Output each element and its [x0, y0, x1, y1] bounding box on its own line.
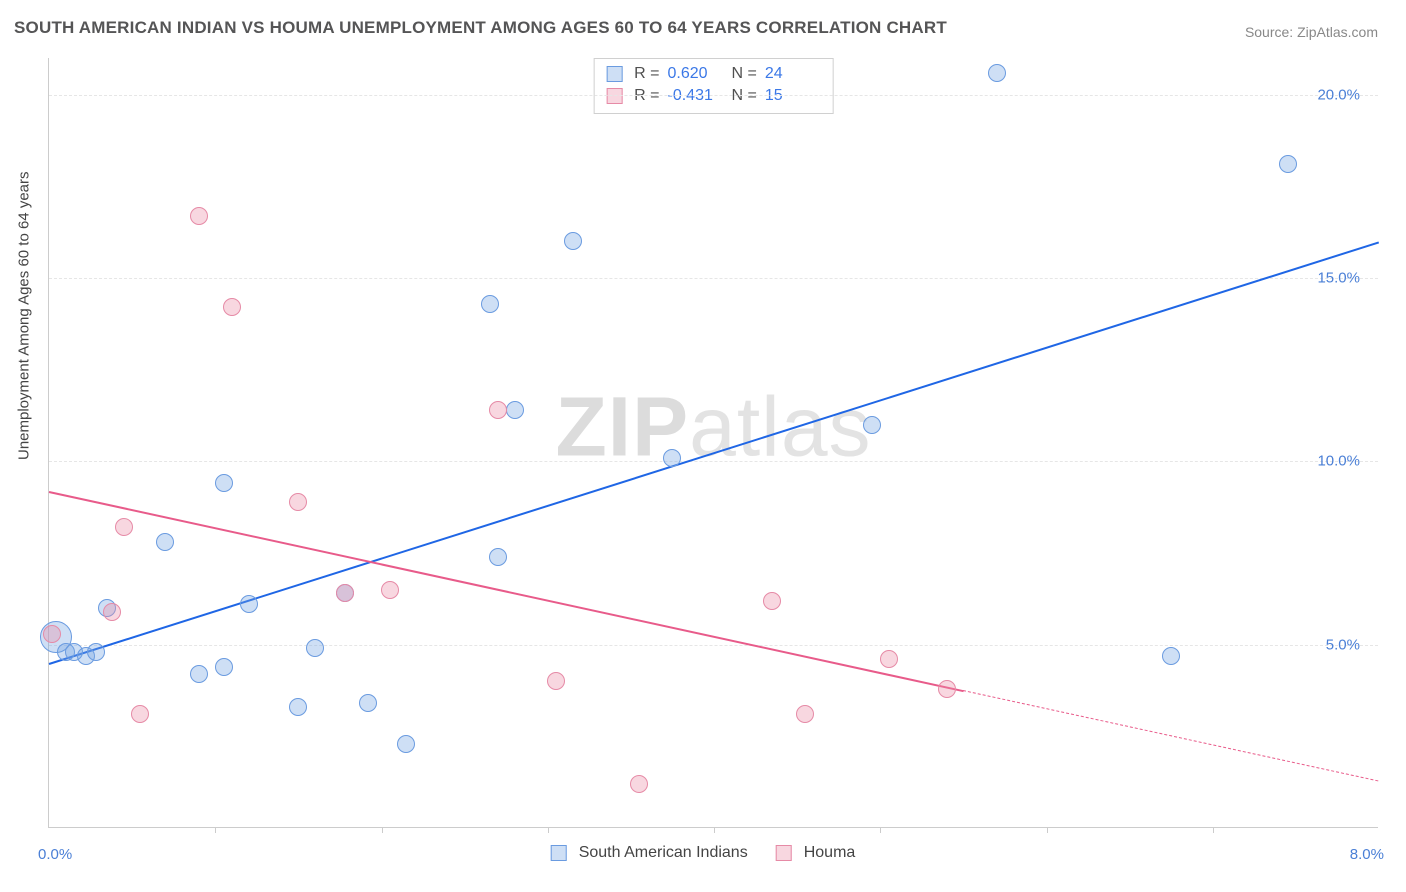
data-point — [506, 401, 524, 419]
legend-swatch — [551, 845, 567, 861]
data-point — [359, 694, 377, 712]
stats-r-value: -0.431 — [668, 87, 724, 105]
stats-r-value: 0.620 — [668, 65, 724, 83]
stats-row: R = 0.620 N = 24 — [606, 63, 821, 85]
data-point — [336, 584, 354, 602]
legend-label: Houma — [804, 844, 856, 862]
y-tick-label: 5.0% — [1326, 636, 1360, 653]
gridline — [49, 645, 1378, 646]
stats-r-label: R = — [634, 65, 659, 83]
data-point — [103, 603, 121, 621]
x-tick — [1213, 827, 1214, 833]
source-attribution: Source: ZipAtlas.com — [1245, 24, 1378, 40]
data-point — [156, 533, 174, 551]
stats-n-label: N = — [732, 65, 757, 83]
data-point — [880, 650, 898, 668]
data-point — [481, 295, 499, 313]
gridline — [49, 278, 1378, 279]
data-point — [547, 672, 565, 690]
legend-swatch — [776, 845, 792, 861]
data-point — [190, 207, 208, 225]
trend-line — [49, 491, 964, 692]
stats-n-value: 24 — [765, 65, 821, 83]
data-point — [763, 592, 781, 610]
data-point — [938, 680, 956, 698]
data-point — [1279, 155, 1297, 173]
chart-title: SOUTH AMERICAN INDIAN VS HOUMA UNEMPLOYM… — [14, 18, 947, 38]
x-tick — [880, 827, 881, 833]
x-axis-max-label: 8.0% — [1350, 846, 1384, 863]
legend: South American Indians Houma — [551, 844, 856, 862]
data-point — [223, 298, 241, 316]
data-point — [397, 735, 415, 753]
data-point — [289, 698, 307, 716]
data-point — [489, 548, 507, 566]
y-axis-label: Unemployment Among Ages 60 to 64 years — [16, 171, 33, 460]
data-point — [215, 658, 233, 676]
plot-area: ZIPatlas R = 0.620N = 24R = -0.431N = 15… — [48, 58, 1378, 828]
legend-item: Houma — [776, 844, 856, 862]
trend-line — [963, 690, 1379, 781]
x-tick — [215, 827, 216, 833]
x-tick — [1047, 827, 1048, 833]
data-point — [988, 64, 1006, 82]
data-point — [564, 232, 582, 250]
source-label: Source: — [1245, 24, 1293, 40]
data-point — [306, 639, 324, 657]
data-point — [289, 493, 307, 511]
watermark-light: atlas — [689, 380, 871, 474]
data-point — [115, 518, 133, 536]
data-point — [190, 665, 208, 683]
data-point — [663, 449, 681, 467]
data-point — [215, 474, 233, 492]
stats-r-label: R = — [634, 87, 659, 105]
data-point — [489, 401, 507, 419]
series-swatch — [606, 66, 622, 82]
stats-row: R = -0.431 N = 15 — [606, 85, 821, 107]
y-tick-label: 10.0% — [1317, 453, 1360, 470]
stats-n-value: 15 — [765, 87, 821, 105]
x-tick — [548, 827, 549, 833]
y-tick-label: 20.0% — [1317, 86, 1360, 103]
x-tick — [382, 827, 383, 833]
y-tick-label: 15.0% — [1317, 270, 1360, 287]
stats-n-label: N = — [732, 87, 757, 105]
gridline — [49, 461, 1378, 462]
data-point — [1162, 647, 1180, 665]
legend-label: South American Indians — [579, 844, 748, 862]
x-tick — [714, 827, 715, 833]
data-point — [381, 581, 399, 599]
data-point — [87, 643, 105, 661]
gridline — [49, 95, 1378, 96]
series-swatch — [606, 88, 622, 104]
data-point — [240, 595, 258, 613]
x-axis-min-label: 0.0% — [38, 846, 72, 863]
data-point — [43, 625, 61, 643]
legend-item: South American Indians — [551, 844, 748, 862]
data-point — [630, 775, 648, 793]
data-point — [131, 705, 149, 723]
source-link[interactable]: ZipAtlas.com — [1297, 24, 1378, 40]
data-point — [796, 705, 814, 723]
data-point — [863, 416, 881, 434]
correlation-stats-box: R = 0.620 N = 24 R = -0.431 N = 15 — [593, 58, 834, 114]
